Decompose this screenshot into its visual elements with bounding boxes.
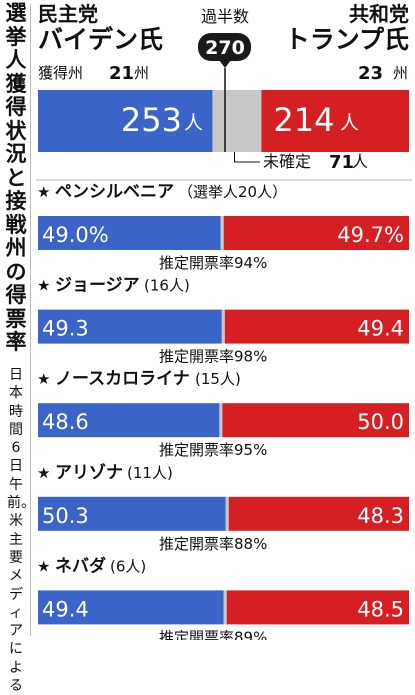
swing-states: ★ ペンシルベニア （選挙人20人） 49.0% 49.7% 推定開票率94% ★ ジョージア…	[37, 182, 409, 640]
state-electors: (15人)	[195, 370, 241, 388]
divider-line	[30, 4, 31, 636]
rep-share-label: 50.0	[357, 410, 404, 434]
majority-badge-pointer	[219, 60, 231, 68]
state-star: ★	[37, 370, 50, 388]
rep-share-bar	[228, 496, 409, 531]
majority-badge	[198, 33, 251, 61]
dem-electors-unit: 人	[184, 112, 203, 134]
dem-share-bar	[38, 216, 221, 250]
rep-share-bar	[222, 403, 409, 438]
rep-share-bar	[224, 309, 409, 344]
dem-share-label: 49.4	[42, 597, 89, 621]
share-gap	[221, 309, 225, 344]
state-star: ★	[37, 183, 50, 201]
rep-states-unit: 州	[393, 64, 408, 82]
state-electors: （選挙人20人）	[178, 183, 287, 201]
share-gap	[225, 496, 229, 531]
dem-party-label: 民主党	[38, 2, 98, 26]
rep-candidate-label: トランプ氏	[285, 25, 409, 54]
dem-share-bar	[38, 309, 222, 344]
dem-share-bar	[38, 403, 220, 438]
state-name: アリゾナ	[55, 463, 123, 483]
state-name: ノースカロライナ	[55, 369, 190, 389]
share-gap	[220, 216, 224, 250]
dem-share-bar	[38, 496, 226, 531]
dem-candidate-label: バイデン氏	[38, 25, 163, 54]
share-gap	[223, 590, 227, 625]
rep-electors-bar	[261, 90, 409, 152]
state-electors: (16人)	[144, 277, 190, 295]
rep-share-label: 48.3	[357, 504, 404, 528]
dem-states-unit: 州	[134, 64, 149, 82]
dem-states-value: 21	[109, 63, 134, 84]
majority-label: 過半数	[201, 7, 249, 26]
rep-share-bar	[226, 590, 409, 625]
state-star: ★	[37, 277, 50, 295]
undecided-electors-bar	[212, 90, 262, 152]
state-name: ペンシルベニア	[55, 182, 174, 202]
counted-rate: 推定開票率89%	[159, 628, 267, 640]
undecided-label: 未確定	[263, 152, 311, 171]
rep-electors-unit: 人	[340, 112, 359, 134]
dem-share-bar	[38, 590, 224, 625]
state-star: ★	[37, 557, 50, 575]
majority-value: 270	[205, 37, 245, 59]
state-name: ジョージア	[55, 276, 140, 296]
rep-states-value: 23	[358, 63, 383, 84]
election-chart: 民主党 バイデン氏 共和党 トランプ氏 過半数 270 獲得州 21 州 23 …	[36, 2, 412, 640]
counted-rate: 推定開票率98%	[159, 348, 267, 366]
rep-share-label: 49.4	[357, 317, 404, 341]
share-gap	[219, 403, 223, 438]
vertical-title: 選挙人獲得状況と接戦州の得票率	[5, 1, 27, 354]
dem-share-label: 48.6	[42, 410, 89, 434]
dem-share-label: 49.0%	[42, 223, 109, 247]
counted-rate: 推定開票率95%	[159, 441, 267, 459]
state-electors: (6人)	[110, 557, 146, 575]
rep-electors-value: 214	[273, 101, 334, 139]
state-name: ネバダ	[55, 555, 106, 576]
undecided-value: 71	[329, 152, 354, 173]
dem-states-label: 獲得州	[38, 64, 83, 82]
rep-share-label: 48.5	[357, 597, 404, 621]
rep-party-label: 共和党	[349, 2, 409, 26]
rep-share-label: 49.7%	[337, 223, 404, 247]
state-electors: (11人)	[127, 464, 173, 482]
counted-rate: 推定開票率88%	[159, 535, 267, 553]
rep-share-bar	[223, 216, 409, 250]
dem-share-label: 50.3	[42, 504, 89, 528]
dem-electors-value: 253	[121, 101, 182, 139]
undecided-leader-line	[233, 152, 260, 163]
counted-rate: 推定開票率94%	[159, 254, 267, 272]
dem-share-label: 49.3	[42, 317, 89, 341]
dem-electors-bar	[38, 90, 213, 152]
undecided-unit: 人	[352, 152, 368, 171]
state-star: ★	[37, 464, 50, 482]
